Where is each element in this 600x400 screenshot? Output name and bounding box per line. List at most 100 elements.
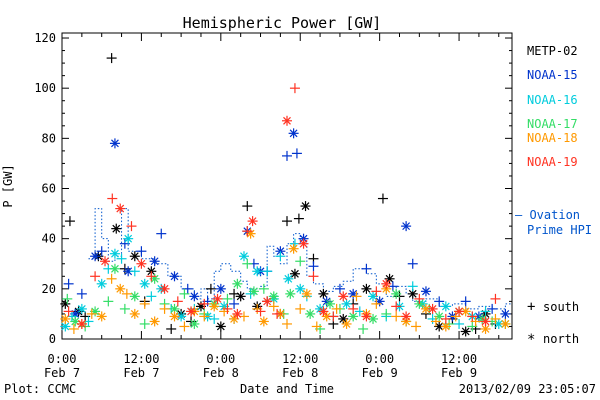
data-point bbox=[182, 283, 193, 294]
data-point bbox=[440, 313, 451, 324]
data-point bbox=[62, 293, 73, 304]
data-point bbox=[258, 283, 269, 294]
x-tick-date-label: Feb 9 bbox=[441, 366, 477, 380]
data-point bbox=[288, 128, 299, 139]
data-point bbox=[467, 311, 478, 322]
data-point bbox=[106, 53, 117, 64]
data-point bbox=[348, 303, 359, 314]
data-point bbox=[434, 296, 445, 307]
data-point bbox=[371, 286, 382, 297]
data-point bbox=[60, 298, 71, 309]
data-point bbox=[308, 261, 319, 272]
data-point bbox=[430, 316, 441, 327]
data-point bbox=[500, 308, 511, 319]
data-point bbox=[341, 318, 352, 329]
data-point bbox=[103, 296, 114, 307]
data-point bbox=[282, 150, 292, 161]
data-point bbox=[252, 266, 263, 277]
data-point bbox=[146, 291, 157, 302]
x-tick-date-label: Feb 9 bbox=[362, 366, 398, 380]
data-point bbox=[377, 193, 388, 204]
data-point bbox=[338, 313, 349, 324]
footer-timestamp: 2013/02/09 23:05:07 bbox=[459, 382, 596, 396]
data-point bbox=[268, 291, 279, 302]
data-point bbox=[460, 306, 471, 317]
data-point bbox=[129, 308, 140, 319]
data-point bbox=[60, 313, 71, 324]
data-point bbox=[361, 311, 372, 322]
data-point bbox=[149, 256, 160, 267]
data-point bbox=[76, 318, 87, 329]
data-point bbox=[156, 228, 167, 239]
data-point bbox=[268, 301, 279, 312]
data-points bbox=[60, 53, 511, 337]
data-point bbox=[334, 283, 345, 294]
data-point bbox=[126, 221, 137, 232]
data-point bbox=[454, 318, 465, 329]
data-point bbox=[454, 306, 465, 317]
data-point bbox=[139, 278, 150, 289]
data-point bbox=[301, 288, 312, 299]
data-point bbox=[80, 311, 91, 322]
data-point bbox=[106, 273, 117, 284]
data-point bbox=[109, 248, 120, 259]
data-point bbox=[381, 308, 392, 319]
data-point bbox=[391, 301, 402, 312]
x-tick-date-label: Feb 7 bbox=[123, 366, 159, 380]
data-point bbox=[272, 308, 283, 319]
data-point bbox=[308, 271, 319, 282]
data-point bbox=[109, 263, 120, 274]
data-point bbox=[460, 296, 471, 307]
data-point bbox=[96, 311, 107, 322]
data-point bbox=[247, 216, 258, 227]
data-point bbox=[179, 288, 190, 299]
y-axis-ticks: 0 20 40 60 80 100 120 bbox=[34, 31, 512, 346]
data-point bbox=[318, 288, 329, 299]
data-point bbox=[351, 291, 362, 302]
y-tick-label: 40 bbox=[42, 232, 56, 246]
legend-noaa-19: NOAA-19 bbox=[527, 155, 578, 169]
data-point bbox=[293, 213, 304, 224]
footer-plot-credit: Plot: CCMC bbox=[4, 382, 76, 396]
x-axis-label: Date and Time bbox=[240, 382, 334, 396]
data-point bbox=[300, 201, 311, 212]
data-point bbox=[111, 223, 122, 234]
data-point bbox=[123, 233, 134, 244]
data-point bbox=[63, 306, 74, 317]
data-point bbox=[407, 281, 418, 292]
data-point bbox=[500, 318, 511, 329]
legend-north-symbol: * bbox=[527, 332, 535, 348]
data-point bbox=[381, 278, 392, 289]
x-tick-date-label: Feb 7 bbox=[44, 366, 80, 380]
data-point bbox=[129, 251, 140, 262]
data-point bbox=[305, 308, 316, 319]
data-point bbox=[338, 291, 349, 302]
data-point bbox=[235, 291, 246, 302]
y-tick-label: 0 bbox=[49, 332, 56, 346]
data-point bbox=[285, 288, 296, 299]
data-point bbox=[76, 288, 87, 299]
data-point bbox=[480, 316, 491, 327]
data-point bbox=[90, 271, 101, 282]
data-point bbox=[467, 321, 478, 332]
legend-ovation-line2: Prime HPI bbox=[527, 223, 592, 237]
data-point bbox=[212, 293, 223, 304]
data-point bbox=[229, 298, 240, 309]
data-point bbox=[119, 238, 130, 249]
data-point bbox=[119, 303, 130, 314]
data-point bbox=[115, 283, 126, 294]
y-axis-label: P [GW] bbox=[1, 164, 15, 207]
data-point bbox=[411, 321, 422, 332]
data-point bbox=[242, 258, 253, 269]
data-point bbox=[325, 298, 336, 309]
data-point bbox=[86, 308, 97, 319]
data-point bbox=[427, 303, 438, 314]
data-point bbox=[289, 83, 300, 94]
y-tick-label: 60 bbox=[42, 182, 56, 196]
data-point bbox=[96, 246, 107, 257]
data-point bbox=[136, 246, 147, 257]
data-point bbox=[331, 303, 342, 314]
data-point bbox=[68, 323, 79, 334]
data-point bbox=[384, 273, 395, 284]
data-point bbox=[64, 216, 75, 227]
